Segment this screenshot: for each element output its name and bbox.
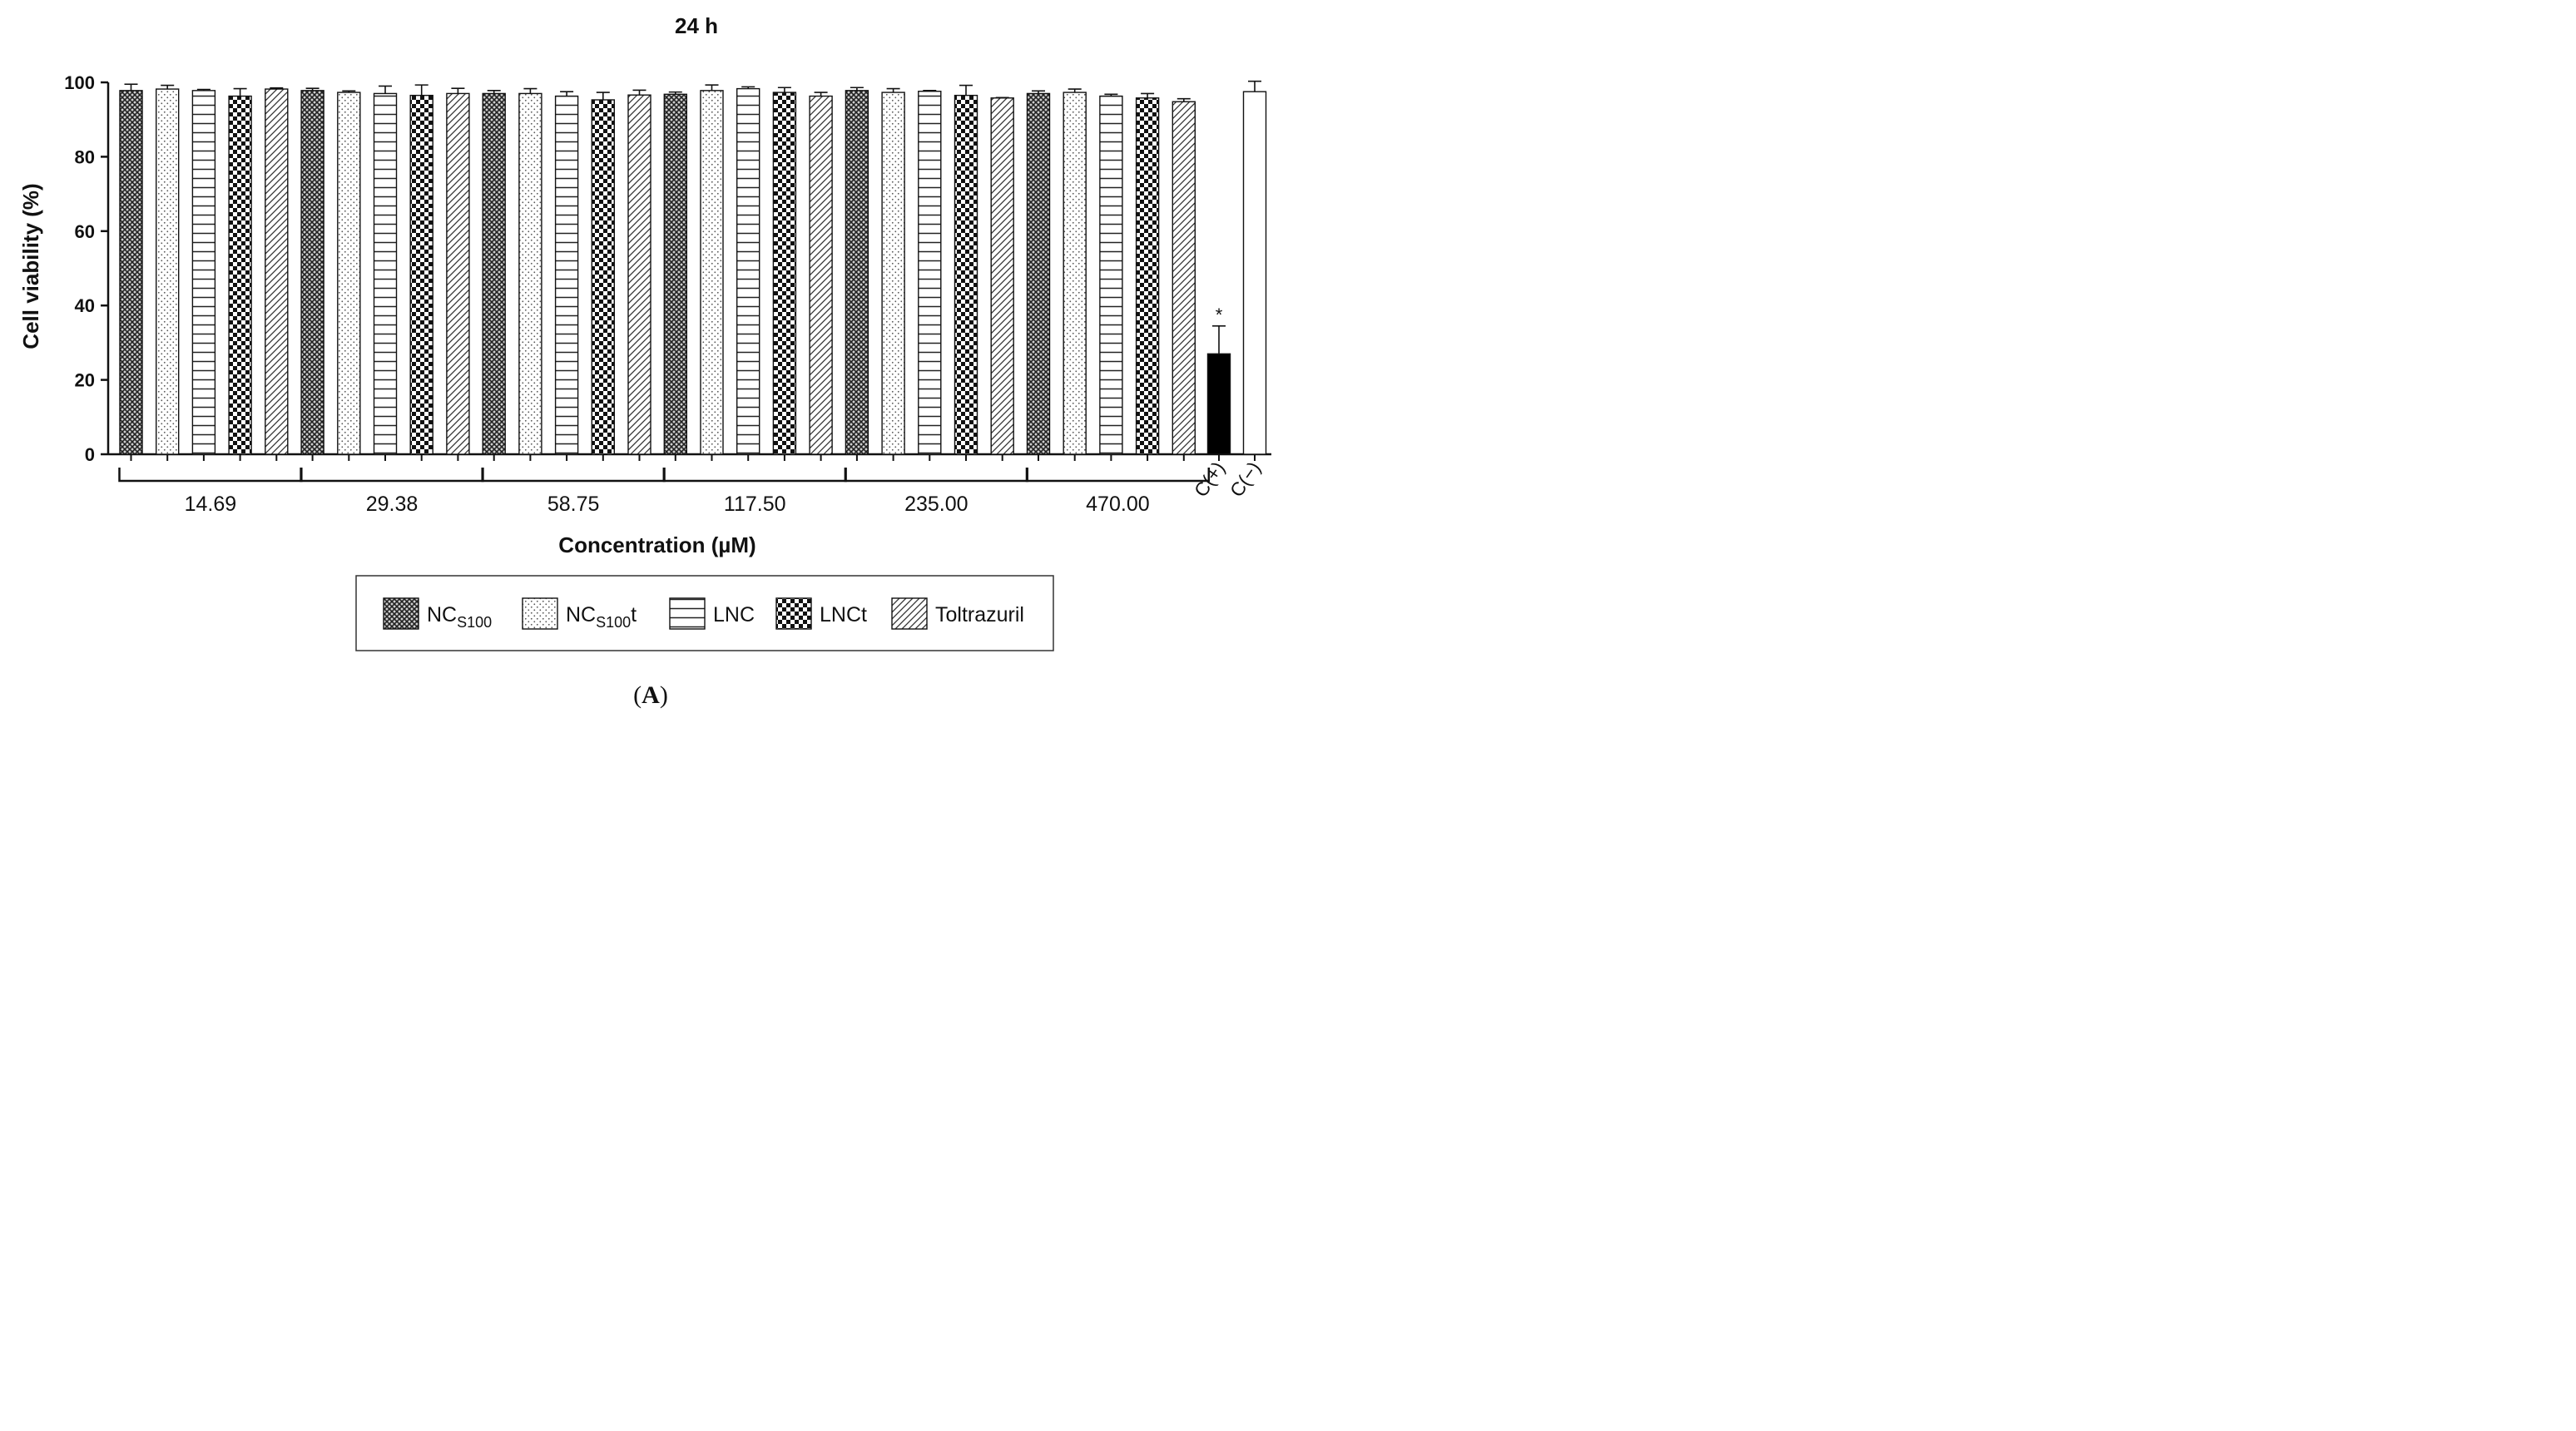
bar-hlines-1 bbox=[373, 92, 398, 455]
control-label: C(−) bbox=[1226, 458, 1265, 501]
legend-label-main: LNC bbox=[713, 603, 755, 626]
bar-checker-2 bbox=[591, 99, 615, 455]
group-label: 235.00 bbox=[904, 493, 968, 516]
legend-label: Toltrazuril bbox=[935, 603, 1024, 626]
y-tick-label: 100 bbox=[64, 72, 95, 93]
bar-checker-1 bbox=[409, 94, 433, 455]
x-ticks bbox=[130, 454, 1256, 461]
y-tick-label: 60 bbox=[75, 221, 95, 242]
group-label: 470.00 bbox=[1086, 493, 1149, 516]
group-brackets: 14.69 29.38 58.75 117.50 235.00 470.00 bbox=[118, 468, 1211, 516]
panel-label: (A) bbox=[633, 681, 668, 709]
panel-label-close: ) bbox=[660, 681, 668, 709]
legend-swatch-crosshatch bbox=[383, 597, 419, 630]
control-label: C(+) bbox=[1190, 458, 1229, 501]
bar-diag-3 bbox=[809, 95, 833, 455]
bar-hlines-5 bbox=[1099, 95, 1123, 455]
bar-crosshatch-5 bbox=[1026, 92, 1051, 455]
bar-crosshatch-1 bbox=[300, 90, 324, 455]
legend-label: NCS100t bbox=[566, 603, 637, 631]
bar-diag-4 bbox=[990, 97, 1014, 455]
y-tick-label: 0 bbox=[85, 444, 95, 465]
bar-crosshatch-3 bbox=[663, 93, 687, 455]
group-bracket bbox=[844, 468, 1028, 483]
legend: NCS100 NCS100t LNC LNCt Toltrazuril bbox=[383, 597, 1024, 631]
legend-label-suffix: t bbox=[631, 603, 637, 626]
group-bracket bbox=[481, 468, 666, 483]
group-label: 14.69 bbox=[185, 493, 237, 516]
legend-label: LNC bbox=[713, 603, 755, 626]
group-bracket bbox=[662, 468, 847, 483]
legend-label-subscript: S100 bbox=[596, 614, 631, 631]
bar-checker-4 bbox=[954, 94, 978, 455]
legend-label-main: NC bbox=[427, 603, 457, 626]
bar-hlines-3 bbox=[736, 87, 760, 455]
legend-label-main: LNCt bbox=[820, 603, 867, 626]
bar-diag-5 bbox=[1172, 101, 1196, 455]
legend-label: LNCt bbox=[820, 603, 867, 626]
bar-dots-5 bbox=[1063, 92, 1087, 455]
legend-label: NCS100 bbox=[427, 603, 492, 631]
bar-diag-0 bbox=[265, 88, 289, 455]
panel-label-letter: A bbox=[642, 681, 660, 709]
control-bar-0 bbox=[1206, 353, 1231, 455]
y-tick-label: 20 bbox=[75, 370, 95, 391]
bar-crosshatch-4 bbox=[845, 90, 869, 455]
bar-crosshatch-2 bbox=[482, 92, 506, 455]
group-label: 58.75 bbox=[547, 493, 600, 516]
legend-swatch-diag bbox=[891, 597, 928, 630]
bar-hlines-2 bbox=[554, 95, 579, 455]
y-axis-title: Cell viability (%) bbox=[18, 183, 43, 349]
bar-checker-0 bbox=[228, 95, 252, 455]
significance-asterisk: * bbox=[1216, 305, 1223, 325]
legend-swatch-hlines bbox=[669, 597, 706, 630]
panel-label-open: ( bbox=[633, 681, 642, 709]
bar-checker-5 bbox=[1135, 97, 1160, 455]
control-labels: C(+)C(−) bbox=[1190, 458, 1265, 501]
chart-figure: 24 h Cell viability (%) Concentration (µ… bbox=[0, 0, 1288, 716]
legend-label-subscript: S100 bbox=[457, 614, 492, 631]
legend-swatch-dots bbox=[522, 597, 558, 630]
bar-crosshatch-0 bbox=[119, 90, 143, 455]
bar-dots-2 bbox=[518, 92, 542, 455]
legend-swatch-checker bbox=[775, 597, 812, 630]
legend-label-main: Toltrazuril bbox=[935, 603, 1024, 626]
bar-dots-1 bbox=[337, 92, 361, 455]
chart-title: 24 h bbox=[675, 13, 718, 38]
bar-dots-3 bbox=[700, 90, 724, 455]
group-bracket bbox=[300, 468, 484, 483]
x-axis-title: Concentration (µM) bbox=[558, 532, 755, 557]
bar-checker-3 bbox=[772, 92, 797, 455]
y-tick-label: 40 bbox=[75, 295, 95, 316]
y-ticks: 0 20 40 60 80 100 bbox=[64, 72, 108, 465]
bar-hlines-4 bbox=[918, 91, 942, 455]
bar-hlines-0 bbox=[191, 90, 216, 455]
bar-dots-4 bbox=[881, 92, 905, 455]
legend-label-main: NC bbox=[566, 603, 596, 626]
group-label: 29.38 bbox=[366, 493, 419, 516]
group-label: 117.50 bbox=[724, 493, 786, 516]
group-bracket bbox=[1025, 468, 1211, 483]
group-bracket bbox=[118, 468, 303, 483]
bar-dots-0 bbox=[155, 88, 180, 455]
y-tick-label: 80 bbox=[75, 146, 95, 167]
control-bar-1 bbox=[1242, 91, 1267, 455]
bar-chart: 24 h Cell viability (%) Concentration (µ… bbox=[18, 13, 1271, 709]
bar-diag-2 bbox=[627, 94, 651, 455]
bars: * bbox=[119, 80, 1267, 455]
bar-diag-1 bbox=[446, 92, 470, 455]
